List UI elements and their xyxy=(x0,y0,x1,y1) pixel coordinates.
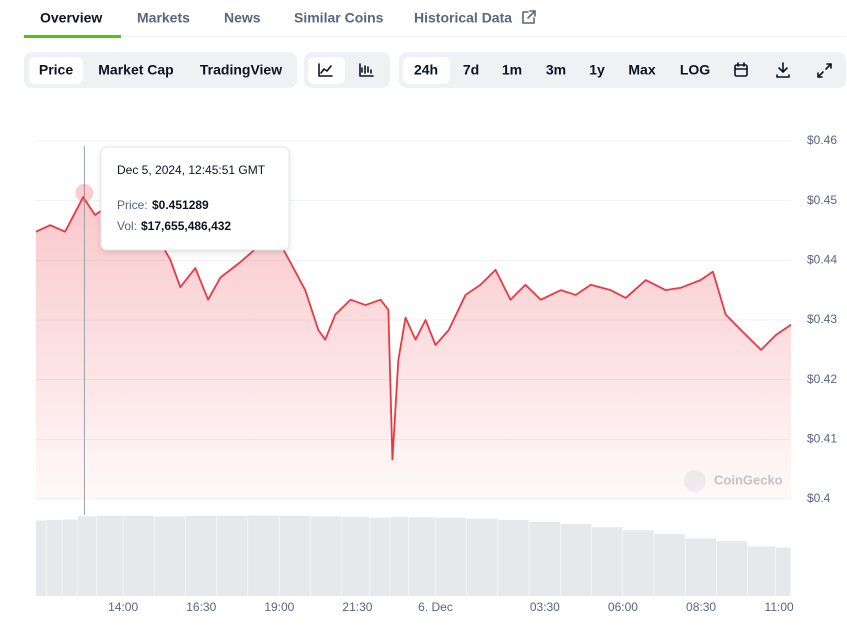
volume-bar xyxy=(248,515,279,596)
tab[interactable]: News xyxy=(224,10,261,26)
y-tick-label: $0.4 xyxy=(807,491,831,505)
x-tick-label: 03:30 xyxy=(530,600,560,614)
x-tick-label: 21:30 xyxy=(342,600,372,614)
volume-bar xyxy=(369,517,390,596)
volume-bar xyxy=(46,519,62,596)
tooltip-volume: $17,655,486,432 xyxy=(141,219,231,233)
calendar-button[interactable] xyxy=(734,62,748,77)
chart: $0.4 $0.41 $0.42 $0.43 $0.44 $0.45 $0.46 14:00 1… xyxy=(35,133,837,614)
volume-bar xyxy=(776,547,791,596)
volume-bar xyxy=(77,516,97,596)
expand-button[interactable] xyxy=(817,63,832,78)
volume-bar xyxy=(390,516,409,596)
volume-bar xyxy=(62,519,78,596)
range-button[interactable]: 1m xyxy=(502,62,522,78)
y-tick-label: $0.44 xyxy=(807,253,837,267)
y-tick-label: $0.41 xyxy=(807,432,837,446)
selected-button xyxy=(29,57,83,84)
candle-chart-button[interactable] xyxy=(359,63,374,77)
tab[interactable]: Overview xyxy=(40,10,102,26)
volume-bar xyxy=(185,515,217,596)
price-line xyxy=(35,196,792,461)
x-tick-label: 19:00 xyxy=(264,600,294,614)
y-tick-label: $0.45 xyxy=(807,193,837,207)
tab-divider xyxy=(24,36,846,37)
volume-bar xyxy=(279,515,311,596)
tab[interactable]: Markets xyxy=(137,10,190,26)
volume-bar xyxy=(685,538,717,596)
volume-bar xyxy=(466,518,498,596)
tooltip-label: Vol: xyxy=(117,219,137,233)
volume-bar xyxy=(591,527,623,596)
button-group xyxy=(399,52,846,88)
line-chart-button[interactable] xyxy=(318,63,333,77)
tab[interactable]: Similar Coins xyxy=(294,10,384,26)
volume-bar xyxy=(435,517,467,596)
x-tick-label: 08:30 xyxy=(686,600,716,614)
range-button[interactable]: 7d xyxy=(463,62,479,78)
range-button[interactable]: LOG xyxy=(680,62,710,78)
y-tick-label: $0.46 xyxy=(807,133,837,147)
x-tick-label: 14:00 xyxy=(108,600,138,614)
volume-bar xyxy=(123,515,154,596)
volume-bar xyxy=(96,515,123,596)
volume-bar xyxy=(497,519,529,596)
x-tick-label: 6. Dec xyxy=(418,600,453,614)
hover-halo xyxy=(75,183,94,202)
range-button[interactable]: 1y xyxy=(589,62,605,78)
x-tick-label: 16:30 xyxy=(186,600,216,614)
volume-bar xyxy=(310,516,342,596)
volume-bar xyxy=(36,520,47,596)
x-tick-label: 06:00 xyxy=(608,600,638,614)
x-tick-label: 11:00 xyxy=(765,600,794,614)
y-tick-label: $0.43 xyxy=(807,312,837,326)
button-group xyxy=(24,52,297,88)
tooltip-date: Dec 5, 2024, 12:45:51 GMT xyxy=(117,163,266,177)
mode-button[interactable]: Price xyxy=(39,62,73,78)
volume-bar xyxy=(622,530,654,596)
volume-bar xyxy=(154,516,186,596)
tab-underline xyxy=(24,35,121,38)
volume-bar xyxy=(408,517,436,596)
volume-bar xyxy=(341,516,370,596)
selected-button xyxy=(403,57,450,84)
volume-bar xyxy=(216,515,248,596)
download-button[interactable] xyxy=(776,62,790,78)
tooltip-box xyxy=(100,146,290,251)
y-tick-label: $0.42 xyxy=(807,372,837,386)
range-button[interactable]: 3m xyxy=(546,62,566,78)
volume-bar xyxy=(560,524,592,596)
external-link-icon xyxy=(522,10,536,24)
tooltip-label: Price: xyxy=(117,198,148,212)
volume-bar xyxy=(529,521,560,596)
tab[interactable]: Historical Data xyxy=(414,10,512,26)
volume-bar xyxy=(654,533,685,596)
price-area xyxy=(36,197,791,499)
tooltip-price: $0.451289 xyxy=(152,198,209,212)
range-button[interactable]: 24h xyxy=(414,62,438,78)
volume-bar xyxy=(716,541,748,596)
range-button[interactable]: Max xyxy=(628,62,655,78)
mode-button[interactable]: Market Cap xyxy=(98,62,173,78)
volume-bar xyxy=(747,546,776,596)
mode-button[interactable]: TradingView xyxy=(200,62,282,78)
